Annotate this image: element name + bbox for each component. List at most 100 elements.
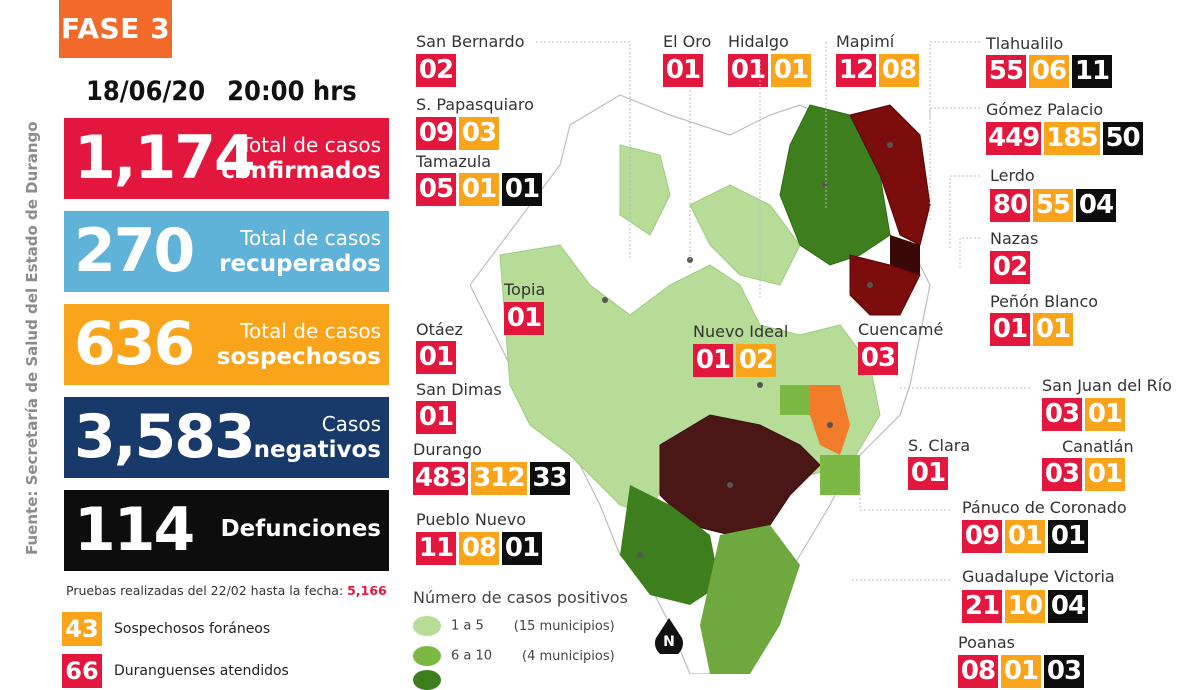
map-region-tlahualilo (849, 104, 931, 246)
municipality-name: Poanas (958, 633, 1015, 652)
legend-swatch-icon (413, 646, 441, 666)
suspected-count: 185 (1044, 122, 1100, 155)
municipality-name: Tamazula (416, 152, 492, 171)
municipality-counts: 80 55 04 (990, 189, 1116, 222)
stat-label-line2: confirmados (221, 158, 381, 184)
report-datetime: 18/06/20 20:00 hrs (86, 76, 379, 107)
report-date: 18/06/20 (86, 76, 206, 107)
municipality-name: Cuencamé (858, 320, 944, 339)
municipality-name: San Bernardo (416, 32, 525, 51)
map-legend-row: 6 a 10 (4 municipios) (413, 646, 615, 666)
municipality-counts: 12 08 (836, 54, 919, 87)
municipality-counts: 11 08 01 (416, 532, 542, 565)
confirmed-count: 01 (663, 54, 703, 87)
suspected-count: 01 (1085, 458, 1125, 491)
confirmed-count: 01 (990, 313, 1030, 346)
municipality-name: Mapimí (836, 32, 895, 51)
municipality-name: Nuevo Ideal (693, 322, 789, 341)
confirmed-count: 12 (836, 54, 876, 87)
stat-card-2: 636 Total de casos sospechosos (64, 304, 389, 385)
municipality-counts: 483 312 33 (413, 462, 570, 495)
north-arrow-icon: N (655, 618, 683, 658)
confirmed-count: 02 (416, 54, 456, 87)
municipality-name: Gómez Palacio (986, 100, 1104, 119)
recovered-count: 50 (1102, 122, 1143, 155)
confirmed-count: 11 (416, 532, 456, 565)
stat-label-line2: negativos (253, 437, 381, 463)
municipality-counts: 03 01 (1042, 398, 1125, 431)
municipality-name: El Oro (663, 32, 712, 51)
municipality-counts: 03 (858, 342, 898, 375)
stat-label-line2: Defunciones (220, 516, 381, 542)
municipality-counts: 01 (416, 401, 456, 434)
stat-value: 270 (74, 216, 195, 286)
municipality-name: San Dimas (416, 380, 502, 399)
extra-label: Sospechosos foráneos (114, 621, 271, 637)
stat-label-line2: recuperados (219, 251, 381, 277)
recovered-count: 04 (1076, 189, 1116, 222)
confirmed-count: 03 (1042, 458, 1082, 491)
confirmed-count: 21 (962, 590, 1002, 623)
suspected-count: 55 (1033, 189, 1073, 222)
suspected-count: 10 (1005, 590, 1045, 623)
stat-label-line1: Total de casos (240, 319, 381, 343)
suspected-count: 01 (1033, 313, 1073, 346)
north-arrow: N (654, 618, 684, 658)
municipality-counts: 05 01 01 (416, 173, 542, 206)
municipality-name: Topia (504, 280, 546, 299)
phase-badge: FASE 3 (59, 0, 172, 58)
suspected-count: 03 (459, 117, 499, 150)
suspected-count: 01 (1085, 398, 1125, 431)
stat-value: 636 (74, 309, 195, 379)
municipality-name: Peñón Blanco (990, 292, 1099, 311)
confirmed-count: 01 (416, 341, 456, 374)
recovered-count: 04 (1048, 590, 1088, 623)
municipality-counts: 01 02 (693, 344, 776, 377)
municipality-name: Pánuco de Coronado (962, 498, 1127, 517)
stat-card-4: 114 Defunciones (64, 490, 389, 571)
leader-lines (536, 41, 1030, 581)
municipality-name: Tlahualilo (986, 34, 1064, 53)
confirmed-count: 01 (908, 457, 948, 490)
suspected-count: 01 (771, 54, 811, 87)
recovered-count: 01 (502, 532, 542, 565)
municipality-counts: 01 01 (990, 313, 1073, 346)
confirmed-count: 03 (1042, 398, 1082, 431)
municipality-name: Lerdo (990, 166, 1035, 185)
municipality-name: Nazas (990, 229, 1039, 248)
map-region-south-green (700, 525, 800, 674)
municipality-counts: 01 (504, 302, 544, 335)
municipality-counts: 03 01 (1042, 458, 1125, 491)
confirmed-count: 02 (990, 251, 1030, 284)
stat-label-line1: Total de casos (240, 133, 381, 157)
stat-card-1: 270 Total de casos recuperados (64, 211, 389, 292)
map-region-light-green-north (689, 184, 801, 286)
legend-swatch-icon (413, 670, 441, 690)
suspected-count: 08 (879, 54, 919, 87)
suspected-count: 08 (459, 532, 499, 565)
municipality-counts: 09 03 (416, 117, 499, 150)
municipality-name: S. Papasquiaro (416, 95, 534, 114)
stat-label-line1: Casos (321, 412, 381, 436)
tests-value: 5,166 (347, 583, 387, 598)
stat-value: 114 (74, 495, 195, 565)
map-legend-title: Número de casos positivos (413, 588, 628, 607)
map-region-lerdo (849, 254, 921, 316)
map-region-pueblo-nuevo (620, 485, 720, 605)
municipality-counts: 02 (416, 54, 456, 87)
confirmed-count: 01 (693, 344, 733, 377)
suspected-count: 312 (471, 462, 527, 495)
suspected-count: 06 (1029, 55, 1069, 88)
stat-value: 1,174 (74, 123, 256, 193)
extra-count-box: 43 (62, 612, 102, 646)
confirmed-count: 55 (986, 55, 1026, 88)
confirmed-count: 483 (413, 462, 469, 495)
confirmed-count: 05 (416, 173, 456, 206)
stat-card-3: 3,583 Casos negativos (64, 397, 389, 478)
confirmed-count: 449 (986, 122, 1042, 155)
recovered-count: 01 (1048, 520, 1088, 553)
municipality-counts: 09 01 01 (962, 520, 1088, 553)
confirmed-count: 09 (962, 520, 1002, 553)
suspected-count: 01 (1005, 520, 1045, 553)
confirmed-count: 01 (416, 401, 456, 434)
